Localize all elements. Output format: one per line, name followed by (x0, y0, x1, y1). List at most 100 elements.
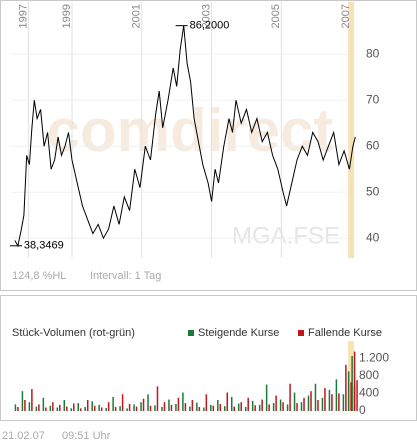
volume-bar (147, 394, 149, 411)
volume-bar (66, 406, 68, 411)
volume-bar (17, 407, 19, 411)
volume-bar (140, 402, 142, 411)
volume-bar (126, 408, 128, 411)
volume-bar (156, 386, 159, 411)
volume-bar (28, 402, 31, 411)
volume-bar (310, 391, 312, 411)
volume-bar (177, 397, 180, 411)
x-tick-label: 2005 (270, 4, 282, 28)
volume-bar (261, 399, 263, 411)
volume-bar (79, 408, 82, 411)
y-tick-label: 0 (359, 403, 366, 417)
x-tick-label: 2007 (340, 4, 352, 28)
volume-bar (77, 403, 79, 411)
volume-bar (347, 371, 350, 411)
legend-swatch (298, 330, 304, 336)
volume-bar (212, 405, 215, 411)
x-tick-label: 2003 (200, 4, 212, 28)
y-tick-label: 400 (359, 386, 379, 400)
volume-bar (114, 407, 117, 411)
volume-bar (175, 403, 177, 411)
volume-bar (184, 403, 187, 411)
volume-bar (84, 407, 86, 411)
volume-bar (353, 351, 356, 411)
volume-bar (100, 407, 103, 411)
volume-bar (345, 364, 347, 411)
y-tick-label: 800 (359, 368, 379, 382)
volume-bar (38, 404, 40, 411)
volume-bar (335, 379, 338, 411)
watermark: comdirect (47, 97, 334, 164)
volume-bar (93, 405, 96, 411)
volume-bar (356, 380, 358, 411)
x-tick-label: 1997 (17, 4, 29, 28)
volume-bar (45, 407, 47, 411)
volume-bar (350, 382, 352, 411)
volume-bar (247, 397, 249, 411)
volume-bar (254, 405, 256, 411)
volume-bar (219, 403, 222, 411)
y-tick-label: 1.200 (359, 350, 389, 364)
date: 21.02.07 (2, 430, 45, 442)
volume-bar (251, 400, 254, 411)
time: 09:51 Uhr (62, 430, 111, 442)
volume-bar (133, 404, 135, 411)
volume-bar (42, 397, 45, 411)
volume-bar (154, 405, 156, 411)
volume-bar (70, 408, 73, 411)
volume-bar (168, 399, 170, 411)
volume-bar (161, 407, 163, 411)
volume-bar (189, 406, 191, 411)
legend-swatch (188, 330, 194, 336)
volume-bar (289, 383, 291, 411)
volume-bar (191, 400, 194, 411)
volume-bar (198, 407, 201, 411)
volume-bar (182, 392, 184, 411)
volume-bar (275, 395, 277, 411)
volume-bar (258, 404, 261, 411)
volume-bar (52, 402, 54, 411)
chart-title: Stück-Volumen (rot-grün) (12, 327, 135, 339)
highlight-band (348, 341, 355, 411)
volume-bar (314, 383, 317, 411)
volume-bar (121, 394, 124, 411)
volume-bar (35, 406, 38, 411)
volume-bar (205, 394, 208, 411)
y-tick-label: 40 (366, 230, 380, 244)
volume-bar (98, 404, 100, 411)
volume-bar (105, 407, 107, 411)
volume-bar (272, 403, 275, 411)
volume-bar (224, 406, 226, 411)
y-tick-label: 50 (366, 184, 380, 198)
volume-bar (49, 405, 52, 411)
volume-bar (331, 394, 333, 411)
legend-label: Fallende Kurse (308, 327, 382, 339)
volume-bar (317, 400, 319, 411)
volume-bar (233, 406, 235, 411)
volume-bar (24, 400, 26, 411)
volume-bar (237, 403, 240, 411)
volume-bar (342, 394, 345, 411)
volume-bar (73, 403, 75, 411)
volume-bar (321, 397, 324, 411)
range-label: 124,8 %HL (12, 270, 66, 282)
volume-bar (226, 392, 229, 411)
volume-bar (107, 402, 110, 411)
volume-bar (21, 391, 24, 411)
legend-label: Steigende Kurse (198, 327, 279, 339)
volume-bar (63, 400, 66, 411)
volume-bar (324, 388, 326, 411)
volume-bar (265, 384, 268, 411)
volume-bar (210, 404, 212, 411)
volume-bar (149, 405, 152, 411)
volume-bar (300, 402, 303, 411)
volume-bar (303, 397, 305, 411)
volume-bar (230, 396, 233, 411)
volume-bar (142, 398, 145, 411)
volume-bar (119, 406, 121, 411)
volume-bar (14, 404, 17, 411)
y-tick-label: 70 (366, 92, 380, 106)
volume-bar (170, 404, 173, 411)
annotation: 38,3469 (24, 240, 64, 252)
